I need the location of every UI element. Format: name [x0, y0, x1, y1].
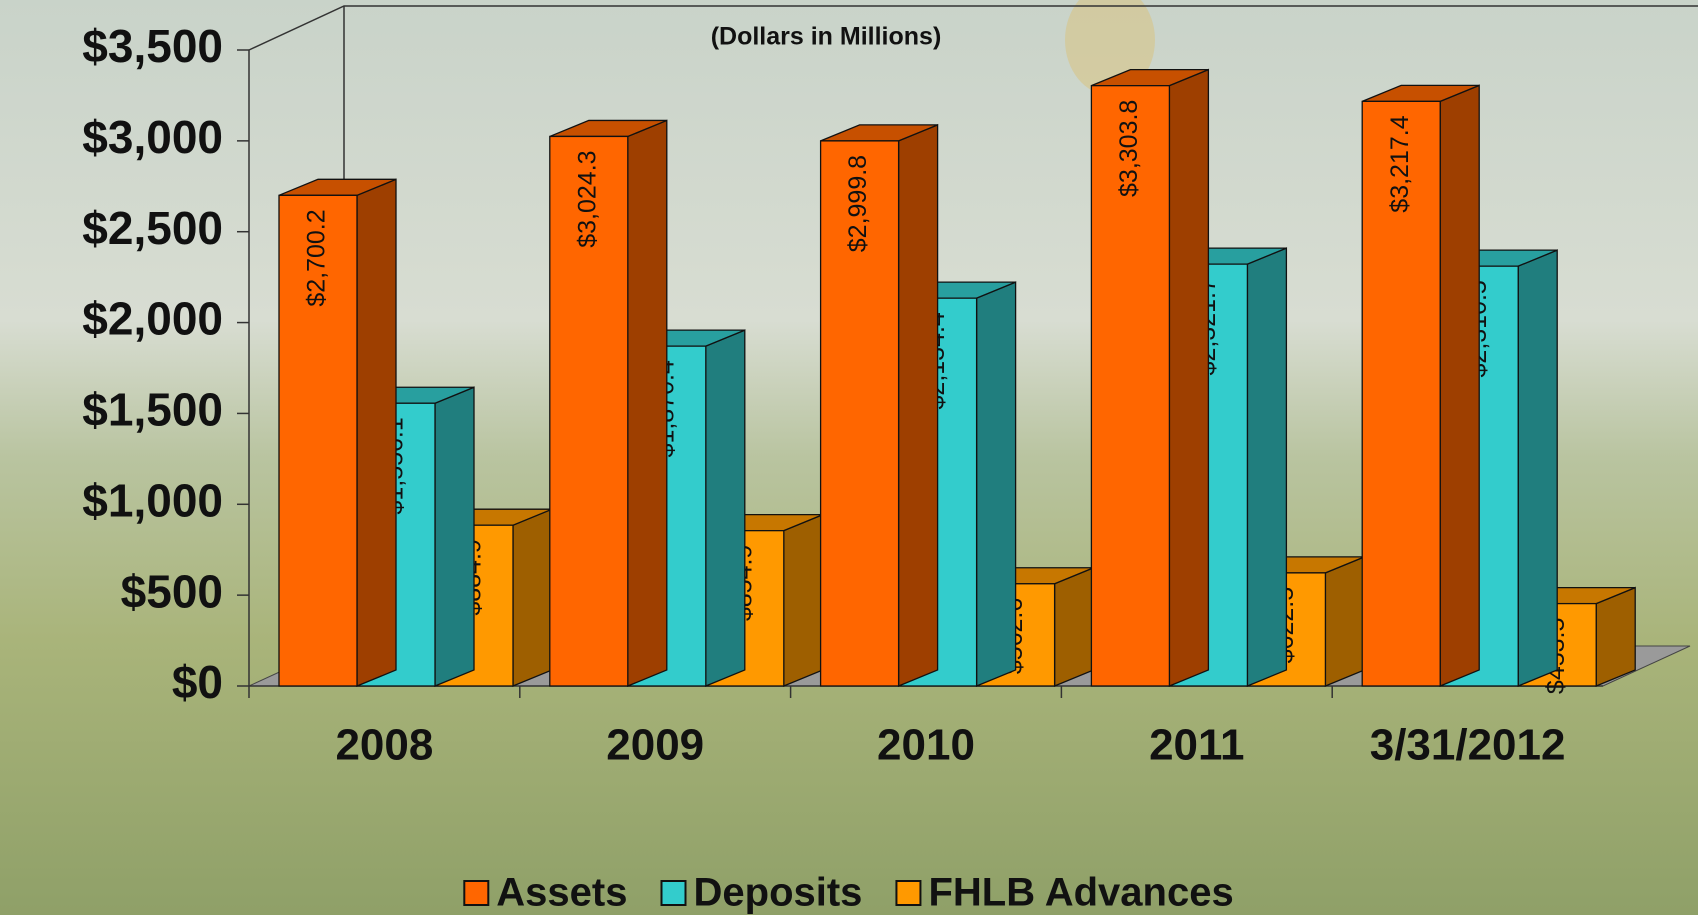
data-label: $3,303.8 — [1115, 100, 1143, 197]
bar-front — [819, 140, 900, 687]
data-label: $3,217.4 — [1386, 115, 1414, 212]
legend-label: Assets — [496, 871, 627, 915]
y-tick-label: $0 — [172, 656, 223, 708]
bar-side — [897, 123, 939, 687]
bar-side — [1324, 555, 1366, 687]
legend-item: Assets — [463, 871, 628, 915]
data-label: $3,024.3 — [573, 150, 601, 247]
y-tick-label: $2,000 — [82, 293, 223, 345]
legend-item: Deposits — [660, 871, 863, 915]
bar-side — [1246, 247, 1288, 687]
legend-swatch — [463, 880, 490, 906]
x-tick-label: 2008 — [335, 721, 433, 770]
x-tick-label: 3/31/2012 — [1370, 721, 1566, 770]
bar-front — [1090, 85, 1171, 687]
data-label: $2,999.8 — [844, 155, 872, 252]
bar-side — [1439, 84, 1480, 687]
bar: $2,700.2 — [278, 178, 397, 687]
bar-side — [783, 513, 824, 687]
bar-side — [705, 329, 746, 687]
bar-side — [356, 178, 397, 687]
bar: $3,217.4 — [1361, 84, 1480, 687]
bar-side — [627, 119, 668, 687]
bar-front — [278, 194, 358, 687]
bar-side — [1595, 586, 1636, 687]
data-label: $2,700.2 — [303, 209, 331, 306]
y-tick-label: $2,500 — [82, 202, 223, 254]
bar-side — [1168, 68, 1210, 687]
y-tick-label: $3,000 — [82, 111, 223, 163]
legend-swatch — [660, 880, 687, 906]
bar-side — [1517, 249, 1558, 687]
bar-front — [1361, 100, 1441, 687]
legend: Assets Deposits FHLB Advances — [463, 871, 1234, 915]
x-tick-label: 2010 — [877, 721, 975, 770]
plot: $0 $500 $1,000 $1,500 $2,000 $2,500 $3,000 $3,5… — [82, 20, 1636, 770]
bar-side — [975, 281, 1017, 687]
bar-side — [434, 386, 475, 687]
bar: $3,303.8 — [1090, 68, 1210, 687]
y-tick-label: $3,500 — [82, 20, 223, 72]
legend-item: FHLB Advances — [895, 871, 1234, 915]
chart-subtitle: (Dollars in Millions) — [711, 23, 942, 51]
legend-swatch — [895, 880, 922, 906]
bar: $2,999.8 — [819, 123, 939, 687]
bar-side — [512, 508, 553, 687]
bar-side — [1053, 566, 1095, 687]
x-tick-label: 2009 — [606, 721, 704, 770]
y-tick-label: $1,500 — [82, 384, 223, 436]
bar-front — [549, 135, 629, 687]
bar: $3,024.3 — [549, 119, 668, 687]
y-tick-label: $500 — [121, 565, 223, 617]
legend-label: FHLB Advances — [928, 871, 1233, 915]
y-tick-label: $1,000 — [82, 474, 223, 526]
legend-label: Deposits — [694, 871, 863, 915]
x-tick-label: 2011 — [1149, 721, 1244, 770]
